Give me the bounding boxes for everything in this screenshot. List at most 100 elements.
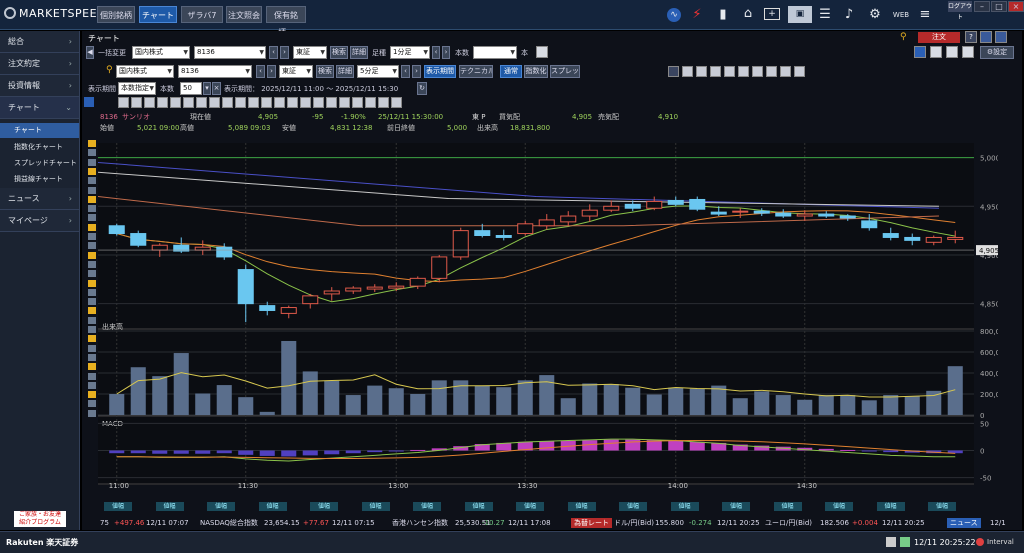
count-clear-button[interactable]: × — [212, 82, 221, 95]
technical-button[interactable]: テクニカル — [459, 65, 493, 78]
logout-button[interactable]: ログアウト — [948, 1, 973, 21]
close-button[interactable]: × — [1008, 1, 1024, 12]
news-flag[interactable]: 値幅 — [310, 502, 338, 511]
news-flag[interactable]: 値幅 — [876, 502, 905, 511]
sidebar-item-chart[interactable]: チャート ⌄ — [0, 97, 79, 119]
count-input[interactable]: ▼ — [473, 46, 517, 59]
sidebar-sub-chart[interactable]: チャート — [0, 123, 79, 138]
draw-tool-9-icon[interactable] — [222, 97, 233, 108]
sidebar-item-news[interactable]: ニュース › — [0, 188, 79, 210]
draw-tool-3-icon[interactable] — [144, 97, 155, 108]
print-icon[interactable] — [780, 66, 791, 77]
next-button[interactable]: › — [267, 65, 276, 78]
news-flag[interactable]: 値幅 — [670, 502, 699, 511]
display-period-button[interactable]: 表示期間 — [424, 65, 456, 78]
code-input[interactable]: 8136 ▼ — [194, 46, 266, 59]
detail-button-2[interactable]: 詳細 — [336, 65, 354, 78]
period-mode-select[interactable]: 本数指定 ▼ — [118, 82, 156, 95]
tab-stock[interactable]: 個別銘柄 — [97, 6, 135, 23]
draw-tool-19-icon[interactable] — [352, 97, 363, 108]
news-flag[interactable]: 値幅 — [155, 502, 184, 511]
tab-holdings[interactable]: 保有銘柄... — [266, 6, 306, 37]
print-icon[interactable] — [536, 46, 548, 58]
news-flag[interactable]: 値幅 — [207, 502, 235, 511]
prev-button[interactable]: ‹ — [269, 46, 278, 59]
pen-icon[interactable] — [682, 66, 693, 77]
tab-order-inquiry[interactable]: 注文照会 — [226, 6, 262, 23]
news-flag[interactable]: 値幅 — [413, 502, 441, 511]
scale-icon[interactable] — [696, 66, 707, 77]
settings-button[interactable]: ⚙設定 — [980, 46, 1014, 59]
normal-mode-button[interactable]: 通常 — [500, 65, 522, 78]
link-icon[interactable]: ⚲ — [900, 32, 907, 42]
news-flag[interactable]: 値幅 — [928, 502, 956, 511]
market-type-select-2[interactable]: 国内株式 ▼ — [116, 65, 174, 78]
next-button[interactable]: › — [280, 46, 289, 59]
draw-tool-17-icon[interactable] — [326, 97, 337, 108]
tab-zaraba[interactable]: ザラバ7 — [181, 6, 223, 23]
color-swatch[interactable] — [84, 97, 94, 107]
search-button-2[interactable]: 検索 — [316, 65, 334, 78]
crosshair-icon[interactable] — [668, 66, 679, 77]
news-flag[interactable]: 値幅 — [773, 502, 802, 511]
line-icon[interactable] — [752, 66, 763, 77]
popout-button[interactable] — [980, 31, 992, 43]
minimize-button[interactable]: – — [974, 1, 990, 12]
rakuten-card-icon[interactable]: ▣ — [788, 6, 812, 23]
trend-icon[interactable]: ∿ — [667, 8, 681, 22]
draw-tool-16-icon[interactable] — [313, 97, 324, 108]
news-flag[interactable]: 値幅 — [567, 502, 596, 511]
sidebar-item-orders[interactable]: 注文約定 › — [0, 53, 79, 75]
draw-tool-6-icon[interactable] — [183, 97, 194, 108]
draw-tool-1-icon[interactable] — [118, 97, 129, 108]
link-icon[interactable]: ⚲ — [106, 65, 113, 75]
news-flag[interactable]: 値幅 — [258, 502, 287, 511]
count-spinner[interactable]: ▾ — [203, 82, 211, 95]
draw-tool-2-icon[interactable] — [131, 97, 142, 108]
draw-tool-15-icon[interactable] — [300, 97, 311, 108]
next-button[interactable]: › — [442, 46, 450, 59]
draw-tool-10-icon[interactable] — [235, 97, 246, 108]
search-button[interactable]: 検索 — [330, 46, 348, 59]
web-icon[interactable]: WEB — [892, 11, 910, 19]
maximize-button[interactable]: □ — [991, 1, 1007, 12]
gear-icon[interactable]: ⚙ — [869, 7, 881, 22]
count-input-2[interactable]: 50 — [180, 82, 202, 95]
interval-select-2[interactable]: 5分足 ▼ — [357, 65, 399, 78]
market-type-select[interactable]: 国内株式 ▼ — [132, 46, 190, 59]
news-badge[interactable]: ニュース — [947, 518, 981, 528]
home-icon[interactable]: ⌂ — [743, 6, 753, 21]
news-flag[interactable]: 値幅 — [104, 502, 132, 511]
prev-arrow-button[interactable]: ◀ — [86, 46, 94, 59]
news-flag[interactable]: 値幅 — [722, 502, 750, 511]
tab-chart[interactable]: チャート — [139, 6, 177, 23]
layout4-button[interactable] — [962, 46, 974, 58]
layout1-button[interactable] — [914, 46, 926, 58]
detail-button[interactable]: 詳細 — [350, 46, 368, 59]
bell-icon[interactable]: ♪ — [844, 7, 854, 22]
sidebar-sub-spread-chart[interactable]: スプレッドチャート — [14, 159, 77, 167]
exchange-select[interactable]: 東証 ▼ — [293, 46, 327, 59]
candle-icon[interactable] — [738, 66, 749, 77]
draw-tool-13-icon[interactable] — [274, 97, 285, 108]
price-chart[interactable]: 11:00 11:30 13:00 13:30 14:00 14:30 5,000 4,950… — [98, 143, 998, 498]
code-input-2[interactable]: 8136 ▼ — [178, 65, 252, 78]
referral-promo-banner[interactable]: ご家族・お友達 紹介プログラム — [14, 511, 66, 527]
draw-tool-12-icon[interactable] — [261, 97, 272, 108]
spread-mode-button[interactable]: スプレッド — [550, 65, 580, 78]
draw-tool-4-icon[interactable] — [157, 97, 168, 108]
prev-button[interactable]: ‹ — [401, 65, 410, 78]
doc-icon[interactable]: ☰ — [819, 7, 831, 22]
news-flag[interactable]: 値幅 — [825, 502, 853, 511]
sidebar-item-invest-info[interactable]: 投資情報 › — [0, 75, 79, 97]
sidebar-item-summary[interactable]: 総合 › — [0, 31, 79, 53]
draw-tool-14-icon[interactable] — [287, 97, 298, 108]
menu-icon[interactable]: ≡ — [919, 7, 931, 22]
layout3-button[interactable] — [946, 46, 958, 58]
export-icon[interactable] — [794, 66, 805, 77]
draw-tool-7-icon[interactable] — [196, 97, 207, 108]
sidebar-sub-index-chart[interactable]: 指数化チャート — [14, 143, 63, 151]
sidebar-item-mypage[interactable]: マイページ › — [0, 210, 79, 232]
news-flag[interactable]: 値幅 — [516, 502, 544, 511]
hot-icon[interactable]: ⚡ — [692, 7, 702, 22]
